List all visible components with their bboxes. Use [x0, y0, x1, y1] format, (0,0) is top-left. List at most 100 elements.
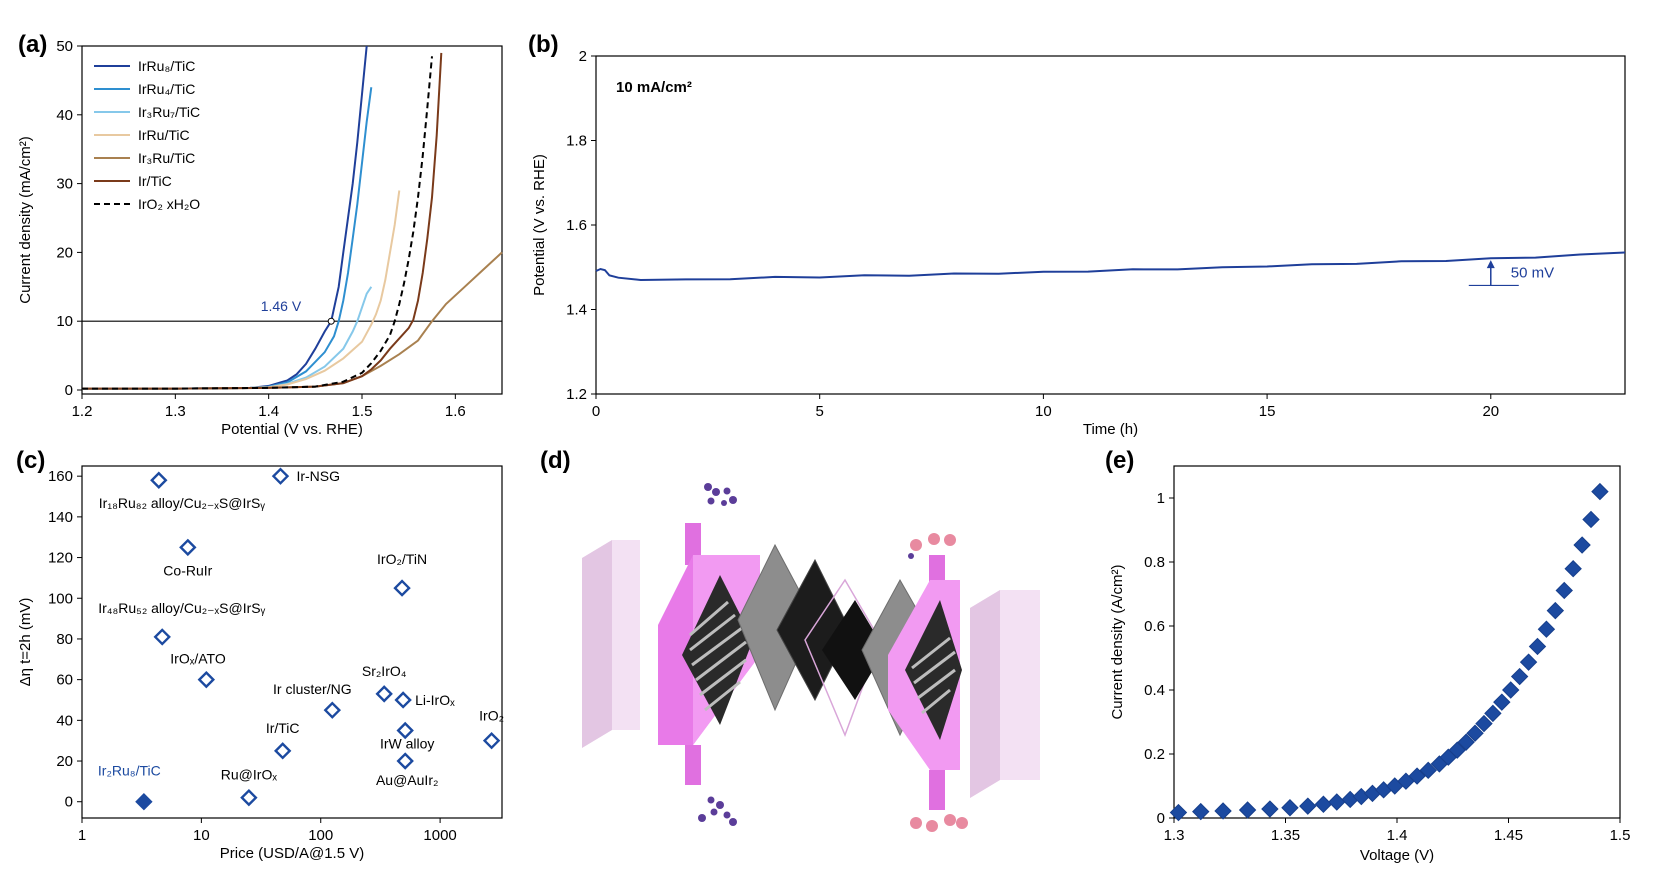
- iv-point-25: [1502, 681, 1520, 699]
- legend-label-6: IrO₂ xH₂O: [138, 196, 200, 212]
- panel-label-b: (b): [528, 31, 559, 58]
- iv-point-21: [1466, 724, 1484, 742]
- plot-frame: [1173, 465, 1621, 819]
- molecules-bottom-left: [698, 796, 737, 826]
- scatter-point-10: [273, 742, 292, 760]
- y-tick-label: 1.4: [566, 302, 587, 319]
- chart-a: 1.2 1.3 1.4 1.5 1.6 0 10 20 30 40 50 Potential (V v…: [17, 38, 503, 438]
- iv-point-27: [1519, 653, 1538, 671]
- point-label-10: Ir/TiC: [266, 720, 300, 736]
- onset-label: 1.46 V: [261, 298, 302, 314]
- iv-point-31: [1555, 581, 1573, 600]
- iv-point-2: [1214, 802, 1232, 820]
- annotation-arrowhead: [1486, 260, 1495, 269]
- series-line-4: [82, 251, 503, 390]
- y-tick-label: 0: [1157, 810, 1165, 827]
- flow-plate-left: [658, 523, 760, 785]
- y-tick-label: 0.8: [1144, 554, 1165, 571]
- iv-point-32: [1564, 560, 1582, 578]
- panel-label-c: (c): [16, 447, 45, 474]
- potential-trace: [595, 251, 1626, 282]
- x-tick-label: 1.3: [1164, 827, 1185, 844]
- scatter-point-1: [150, 471, 168, 489]
- x-tick-label: 1.5: [1610, 827, 1631, 844]
- point-label-12: IrO₂: [479, 708, 504, 724]
- x-tick-label: 1.3: [165, 403, 186, 420]
- iv-point-5: [1281, 799, 1299, 817]
- y-axis-label: Potential (V vs. RHE): [531, 154, 548, 296]
- y-tick-label: 0.4: [1144, 682, 1165, 699]
- y-axis-label: Δη t=2h (mV): [17, 598, 34, 687]
- x-tick-label: 1.4: [258, 403, 279, 420]
- iv-point-6: [1299, 797, 1317, 815]
- point-label-13: Au@AuIr₂: [376, 772, 438, 788]
- point-label-3: Co-RuIr: [163, 562, 212, 578]
- y-tick-label: 60: [56, 672, 73, 689]
- scatter-point-12: [482, 731, 501, 750]
- y-tick-label: 0: [65, 382, 73, 399]
- chart-e: 1.3 1.35 1.4 1.45 1.5 0 0.2 0.4 0.6 0.8 1 Voltage (…: [1109, 465, 1631, 864]
- point-label-1: Ir₁₈Ru₈₂ alloy/Cu₂₋ₓS@IrSᵧ: [99, 495, 266, 511]
- legend-label-3: IrRu/TiC: [138, 127, 190, 143]
- flow-plate-right: [888, 555, 962, 810]
- y-tick-label: 30: [56, 176, 73, 193]
- iv-point-20: [1457, 733, 1475, 751]
- x-tick-label: 1000: [423, 827, 456, 844]
- annotation-50mv: 50 mV: [1511, 265, 1554, 282]
- y-tick-label: 1.2: [566, 386, 587, 403]
- series-line-6: [82, 56, 433, 390]
- point-label-8: Li-IrOₓ: [415, 692, 455, 708]
- y-tick-label: 1.6: [566, 217, 587, 234]
- x-tick-label: 20: [1482, 403, 1499, 420]
- y-tick-label: 0: [65, 794, 73, 811]
- legend-label-0: IrRu₈/TiC: [138, 58, 195, 74]
- point-label-14: Ru@IrOₓ: [221, 767, 278, 783]
- scatter-point-11: [396, 721, 414, 740]
- x-tick-label: 100: [308, 827, 333, 844]
- x-tick-label: 10: [1035, 403, 1052, 420]
- plot-frame: [81, 465, 503, 819]
- panel-label-e: (e): [1105, 447, 1134, 474]
- series-line-2: [82, 286, 373, 390]
- iv-point-3: [1238, 801, 1257, 819]
- iv-point-23: [1484, 704, 1502, 723]
- x-tick-label: 0: [592, 403, 600, 420]
- y-tick-label: 160: [48, 468, 73, 485]
- scatter-point-6: [197, 670, 216, 689]
- y-tick-label: 0.6: [1144, 618, 1165, 635]
- series-line-0: [82, 45, 368, 390]
- point-label-11: IrW alloy: [380, 736, 434, 752]
- plot-frame: [81, 45, 503, 395]
- iv-point-8: [1328, 793, 1346, 811]
- scatter-point-2: [271, 467, 290, 485]
- y-tick-label: 40: [56, 712, 73, 729]
- scatter-point-13: [396, 752, 414, 770]
- x-axis-label: Potential (V vs. RHE): [221, 421, 363, 438]
- x-axis-label: Price (USD/A@1.5 V): [220, 845, 364, 862]
- iv-point-28: [1528, 637, 1547, 656]
- scatter-point-14: [240, 788, 258, 807]
- panel-label-d: (d): [540, 447, 571, 474]
- series-line-1: [82, 87, 373, 390]
- iv-point-24: [1493, 693, 1511, 711]
- y-tick-label: 20: [56, 753, 73, 770]
- y-tick-label: 120: [48, 550, 73, 567]
- scatter-point-9: [323, 701, 342, 719]
- point-label-9: Ir cluster/NG: [273, 681, 352, 697]
- catalyst-layer-right: [822, 600, 885, 700]
- x-tick-label: 15: [1259, 403, 1276, 420]
- molecules-top-left: [704, 483, 737, 506]
- x-tick-label: 5: [816, 403, 824, 420]
- iv-point-29: [1537, 620, 1556, 638]
- x-tick-label: 1.4: [1387, 827, 1408, 844]
- iv-point-34: [1582, 510, 1600, 529]
- scatter-point-5: [153, 628, 171, 646]
- legend-label-1: IrRu₄/TiC: [138, 81, 195, 97]
- point-label-2: Ir-NSG: [296, 468, 340, 484]
- point-label-6: IrOₓ/ATO: [170, 651, 226, 667]
- iv-point-22: [1475, 714, 1493, 733]
- scatter-point-4: [393, 579, 411, 597]
- x-tick-label: 1.6: [445, 403, 466, 420]
- y-axis-label: Current density (mA/cm²): [17, 136, 34, 304]
